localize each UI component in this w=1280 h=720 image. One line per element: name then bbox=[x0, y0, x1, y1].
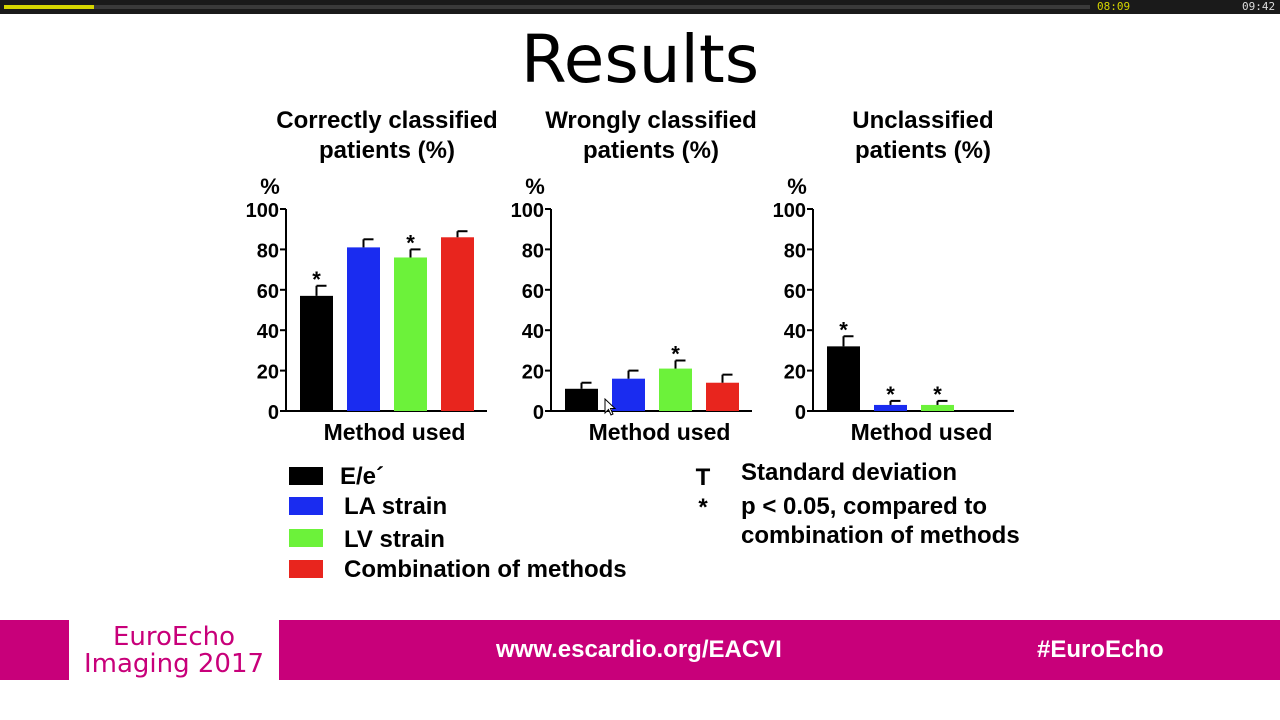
chart-2-title: Wrongly classified patients (%) bbox=[511, 106, 791, 166]
chart-1-bar bbox=[300, 295, 333, 411]
chart-1-y-tick-label: 100 bbox=[246, 200, 279, 222]
chart-2-y-tick-label: 20 bbox=[522, 362, 544, 384]
player-bar: 08:09 09:42 bbox=[0, 0, 1280, 14]
footer-hashtag: #EuroEcho bbox=[1037, 636, 1164, 663]
sd-symbol: T bbox=[695, 464, 711, 491]
chart-2-y-label: % bbox=[525, 174, 545, 199]
legend-label-ee: E/e´ bbox=[340, 463, 385, 490]
chart-2-y-tick-label: 100 bbox=[511, 200, 544, 222]
chart-3-y-tick-label: 60 bbox=[784, 281, 806, 303]
chart-1-bar bbox=[394, 257, 427, 411]
chart-1-y-tick-label: 40 bbox=[257, 321, 279, 343]
chart-2-title-line2: patients (%) bbox=[582, 137, 719, 164]
chart-3-title: Unclassified patients (%) bbox=[783, 106, 1063, 166]
legend-label-comb: Combination of methods bbox=[344, 556, 627, 583]
chart-3-y-tick-label: 80 bbox=[784, 240, 806, 262]
chart-1-significance-mark: * bbox=[406, 230, 415, 255]
chart-3-bar bbox=[874, 404, 907, 411]
chart-3-bar bbox=[827, 346, 860, 411]
chart-3-y-tick-label: 0 bbox=[795, 402, 806, 424]
chart-2-y-tick-label: 40 bbox=[522, 321, 544, 343]
legend-swatch-lv bbox=[289, 529, 323, 547]
chart-3-significance-mark: * bbox=[886, 382, 895, 407]
sig-label-line2: combination of methods bbox=[741, 522, 1020, 549]
chart-3-significance-mark: * bbox=[933, 382, 942, 407]
chart-1-title-line1: Correctly classified bbox=[276, 107, 498, 134]
chart-2-y-tick-label: 60 bbox=[522, 281, 544, 303]
chart-1-bar bbox=[441, 237, 474, 411]
total-time: 09:42 bbox=[1242, 0, 1276, 13]
mouse-cursor-icon bbox=[604, 398, 617, 416]
chart-1-y-label: % bbox=[260, 174, 280, 199]
chart-1-significance-mark: * bbox=[312, 267, 321, 292]
chart-3-y-tick-label: 100 bbox=[773, 200, 806, 222]
chart-2-bar bbox=[706, 382, 739, 411]
current-time: 08:09 bbox=[1097, 0, 1131, 13]
chart-2-title-line1: Wrongly classified bbox=[545, 107, 757, 134]
chart-2-y-tick-label: 0 bbox=[533, 402, 544, 424]
chart-3-bar bbox=[921, 404, 954, 411]
chart-1-title-line2: patients (%) bbox=[318, 137, 455, 164]
sig-symbol: * bbox=[698, 494, 708, 521]
chart-2-x-label: Method used bbox=[589, 419, 731, 445]
chart-1-y-tick-label: 80 bbox=[257, 240, 279, 262]
legend-label-la: LA strain bbox=[344, 493, 448, 520]
footer-url: www.escardio.org/EACVI bbox=[496, 636, 782, 663]
chart-3-y-label: % bbox=[787, 174, 807, 199]
legend-swatch-la bbox=[289, 497, 323, 515]
chart-1-bar bbox=[347, 247, 380, 411]
chart-1-y-tick-label: 60 bbox=[257, 281, 279, 303]
chart-2-significance-mark: * bbox=[671, 342, 680, 367]
chart-3-x-label: Method used bbox=[851, 419, 993, 445]
legend-swatch-comb bbox=[289, 560, 323, 578]
progress-fill bbox=[4, 5, 95, 9]
chart-3-title-line2: patients (%) bbox=[854, 137, 991, 164]
chart-1-y-tick-label: 20 bbox=[257, 362, 279, 384]
chart-2-bar bbox=[612, 378, 645, 411]
chart-3-significance-mark: * bbox=[839, 317, 848, 342]
progress-bar[interactable] bbox=[4, 5, 1090, 9]
chart-2-bar bbox=[565, 388, 598, 411]
chart-1-y-tick-label: 0 bbox=[268, 402, 279, 424]
chart-1-title: Correctly classified patients (%) bbox=[247, 106, 527, 166]
chart-2-bar bbox=[659, 368, 692, 411]
logo-line1: EuroEcho bbox=[112, 622, 236, 652]
legend-swatch-ee bbox=[289, 467, 323, 485]
sig-label-line1: p < 0.05, compared to bbox=[741, 493, 988, 520]
chart-2-y-tick-label: 80 bbox=[522, 240, 544, 262]
logo-line2: Imaging 2017 bbox=[83, 649, 265, 679]
chart-1-x-label: Method used bbox=[324, 419, 466, 445]
legend-label-lv: LV strain bbox=[344, 526, 445, 553]
chart-3-y-tick-label: 20 bbox=[784, 362, 806, 384]
euroecho-logo: EuroEcho Imaging 2017 bbox=[69, 620, 279, 680]
slide-title: Results bbox=[520, 21, 760, 98]
chart-3-y-tick-label: 40 bbox=[784, 321, 806, 343]
chart-3-title-line1: Unclassified bbox=[852, 107, 994, 134]
sd-label: Standard deviation bbox=[741, 459, 958, 486]
